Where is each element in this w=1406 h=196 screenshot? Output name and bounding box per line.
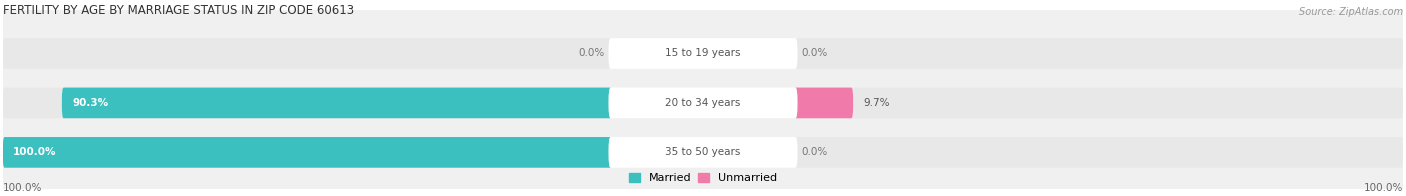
Text: 0.0%: 0.0%	[801, 48, 827, 58]
FancyBboxPatch shape	[3, 137, 612, 168]
Text: FERTILITY BY AGE BY MARRIAGE STATUS IN ZIP CODE 60613: FERTILITY BY AGE BY MARRIAGE STATUS IN Z…	[3, 4, 354, 17]
Text: Source: ZipAtlas.com: Source: ZipAtlas.com	[1299, 7, 1403, 17]
FancyBboxPatch shape	[794, 38, 1403, 69]
Text: 90.3%: 90.3%	[72, 98, 108, 108]
Text: 100.0%: 100.0%	[1364, 183, 1403, 193]
FancyBboxPatch shape	[3, 38, 612, 69]
Legend: Married, Unmarried: Married, Unmarried	[624, 168, 782, 188]
Text: 15 to 19 years: 15 to 19 years	[665, 48, 741, 58]
FancyBboxPatch shape	[3, 88, 612, 118]
FancyBboxPatch shape	[609, 88, 797, 118]
Text: 100.0%: 100.0%	[3, 183, 42, 193]
Text: 35 to 50 years: 35 to 50 years	[665, 147, 741, 157]
FancyBboxPatch shape	[609, 137, 797, 168]
FancyBboxPatch shape	[609, 38, 797, 69]
FancyBboxPatch shape	[794, 137, 1403, 168]
Text: 100.0%: 100.0%	[13, 147, 56, 157]
Text: 9.7%: 9.7%	[863, 98, 890, 108]
Text: 0.0%: 0.0%	[801, 147, 827, 157]
FancyBboxPatch shape	[794, 88, 853, 118]
Text: 20 to 34 years: 20 to 34 years	[665, 98, 741, 108]
FancyBboxPatch shape	[62, 88, 612, 118]
FancyBboxPatch shape	[794, 88, 1403, 118]
Text: 0.0%: 0.0%	[579, 48, 605, 58]
FancyBboxPatch shape	[3, 137, 612, 168]
